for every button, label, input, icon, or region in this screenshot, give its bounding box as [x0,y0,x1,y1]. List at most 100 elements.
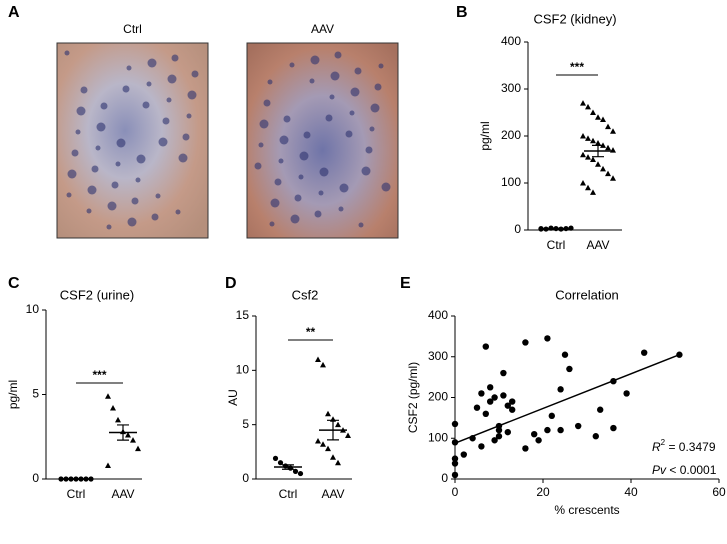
image-label: AAV [311,22,334,36]
data-point [277,460,284,466]
x-tick-label: AAV [586,238,609,252]
data-point [272,455,279,461]
data-point [600,165,606,172]
data-point [478,443,485,450]
data-point [500,369,507,377]
chart-title: CSF2 (kidney) [533,11,616,26]
image-label: Ctrl [123,22,142,36]
y-tick-label: 100 [428,430,448,444]
data-point [600,116,606,123]
nucleus [127,217,137,227]
panel-letter: E [400,275,411,292]
data-point [580,100,586,106]
panel-letter: A [8,4,20,21]
data-point [623,390,630,397]
data-point [482,343,489,350]
data-point [345,432,351,439]
data-point [605,123,611,130]
y-tick-label: 300 [428,349,448,363]
nucleus [146,81,152,87]
r-value: = 0.3479 [665,440,716,454]
data-point [491,437,498,444]
data-point [451,455,459,462]
y-tick-label: 0 [441,471,448,485]
nucleus [115,161,121,167]
data-point [610,424,617,432]
nucleus [175,209,181,215]
data-point [580,133,586,139]
nucleus [378,63,384,69]
nucleus [329,94,335,100]
nucleus [339,183,349,193]
nucleus [263,99,271,107]
data-point [557,386,564,393]
nucleus [166,97,172,103]
data-point [325,410,331,417]
data-point [473,404,481,411]
data-point [451,471,459,479]
error-bar [282,464,294,470]
data-point [595,161,601,167]
nucleus [349,110,355,116]
nucleus [298,174,304,180]
y-tick-label: 400 [428,308,448,322]
data-point [495,426,503,434]
nucleus [158,137,168,147]
nucleus [131,197,139,205]
x-tick-label: Ctrl [279,487,298,501]
y-axis-label: pg/ml [478,121,492,150]
data-point [491,394,498,401]
data-point [335,421,341,428]
y-tick-label: 0 [242,471,249,485]
y-axis-label: AU [226,389,240,406]
data-point [597,406,604,413]
nucleus [299,151,309,161]
data-point [451,460,459,467]
y-tick-label: 200 [428,390,448,404]
nucleus [100,102,108,110]
data-point [504,428,511,436]
nucleus [107,201,117,211]
data-point [522,339,529,346]
nucleus [86,208,92,214]
x-tick-label: 0 [452,485,459,499]
data-point [88,476,94,482]
data-point [610,128,616,134]
nucleus [279,135,289,145]
nucleus [269,221,275,227]
nucleus [187,90,197,100]
data-point [538,226,544,232]
data-point [315,437,321,444]
data-point [330,454,336,460]
y-axis-label: pg/ml [6,380,20,409]
nucleus [290,214,300,224]
micrograph [56,42,209,239]
data-point [125,432,131,438]
nucleus [267,79,273,85]
r-power: 2 [661,438,666,447]
nucleus [147,58,157,68]
nucleus [111,181,119,189]
data-point [531,430,538,438]
nucleus [283,115,291,123]
x-tick-label: 20 [536,485,550,499]
nucleus [126,65,132,71]
nucleus [270,198,280,208]
nucleus [294,194,302,202]
nucleus [365,146,373,154]
nucleus [345,130,353,138]
y-tick-label: 400 [501,34,521,48]
nucleus [370,103,380,113]
data-point [585,184,591,191]
data-point [610,175,616,181]
data-point [590,189,596,195]
nucleus [64,50,70,56]
nucleus [66,192,72,198]
significance: *** [92,368,106,382]
y-tick-label: 300 [501,81,521,95]
x-tick-label: Ctrl [67,487,86,501]
data-point [568,225,574,231]
data-point [315,356,321,362]
x-tick-label: AAV [321,487,344,501]
nucleus [258,142,264,148]
